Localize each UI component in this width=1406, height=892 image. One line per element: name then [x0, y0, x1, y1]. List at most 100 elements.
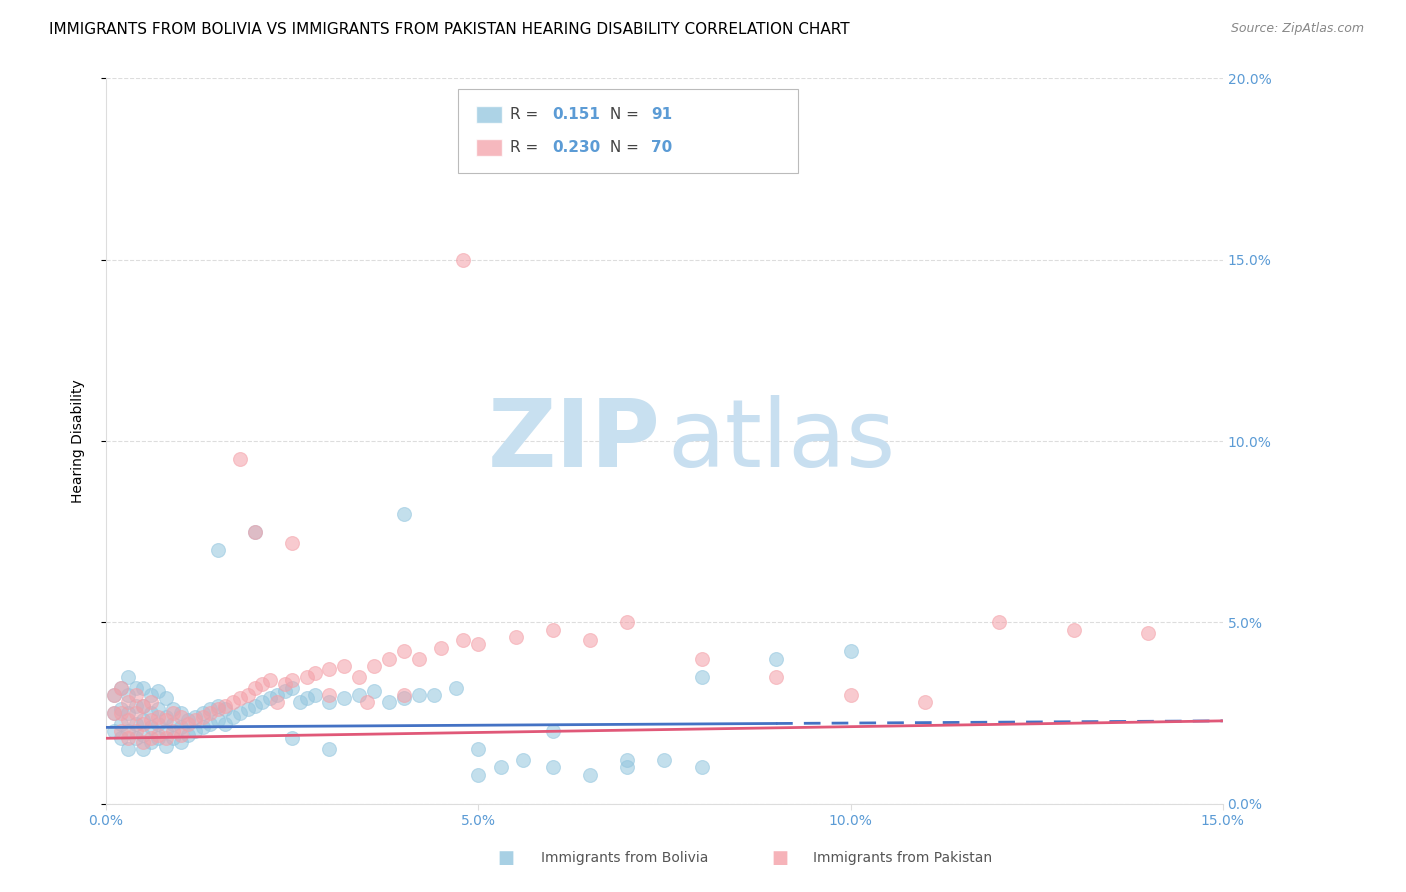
- Text: R =: R =: [510, 140, 544, 155]
- Point: [125, 724, 148, 739]
- Point: [236, 688, 259, 702]
- Point: [155, 731, 177, 746]
- Point: [281, 731, 304, 746]
- Point: [155, 739, 177, 753]
- Point: [318, 695, 340, 709]
- Point: [162, 716, 184, 731]
- Point: [132, 713, 155, 727]
- Point: [579, 767, 602, 781]
- Point: [125, 731, 148, 746]
- Point: [304, 666, 326, 681]
- Point: [266, 688, 288, 702]
- Point: [392, 507, 415, 521]
- Point: [378, 695, 401, 709]
- Point: [259, 691, 281, 706]
- Point: [117, 706, 139, 720]
- Point: [266, 695, 288, 709]
- Point: [453, 633, 475, 648]
- Point: [765, 651, 787, 665]
- Y-axis label: Hearing Disability: Hearing Disability: [72, 379, 86, 503]
- Point: [155, 724, 177, 739]
- Point: [243, 698, 266, 713]
- Point: [125, 698, 148, 713]
- Point: [221, 709, 243, 723]
- Point: [177, 716, 200, 731]
- Point: [139, 735, 162, 749]
- Point: [132, 742, 155, 756]
- Point: [512, 753, 534, 767]
- Text: IMMIGRANTS FROM BOLIVIA VS IMMIGRANTS FROM PAKISTAN HEARING DISABILITY CORRELATI: IMMIGRANTS FROM BOLIVIA VS IMMIGRANTS FR…: [49, 22, 849, 37]
- Text: Immigrants from Pakistan: Immigrants from Pakistan: [813, 851, 991, 865]
- Point: [132, 698, 155, 713]
- Point: [162, 724, 184, 739]
- Point: [103, 724, 125, 739]
- Point: [356, 695, 378, 709]
- Point: [616, 615, 638, 630]
- Point: [333, 691, 356, 706]
- Text: atlas: atlas: [668, 395, 896, 487]
- Point: [200, 716, 222, 731]
- Point: [408, 651, 430, 665]
- Point: [207, 702, 229, 716]
- Point: [541, 724, 564, 739]
- Point: [259, 673, 281, 688]
- Point: [139, 688, 162, 702]
- Point: [162, 706, 184, 720]
- Point: [103, 706, 125, 720]
- Text: ZIP: ZIP: [488, 395, 661, 487]
- Point: [207, 713, 229, 727]
- Point: [162, 702, 184, 716]
- Point: [148, 731, 170, 746]
- Point: [229, 706, 252, 720]
- Text: N =: N =: [605, 140, 644, 155]
- Point: [117, 742, 139, 756]
- Point: [467, 767, 489, 781]
- Point: [467, 742, 489, 756]
- Point: [169, 728, 191, 742]
- Point: [110, 716, 132, 731]
- Point: [214, 702, 236, 716]
- Point: [690, 760, 713, 774]
- Point: [408, 688, 430, 702]
- Point: [200, 706, 222, 720]
- Point: [155, 709, 177, 723]
- Point: [318, 742, 340, 756]
- Point: [616, 760, 638, 774]
- Point: [281, 535, 304, 549]
- Point: [125, 706, 148, 720]
- Point: [148, 684, 170, 698]
- Point: [252, 677, 274, 691]
- Point: [148, 709, 170, 723]
- Point: [103, 688, 125, 702]
- Point: [243, 524, 266, 539]
- Point: [579, 633, 602, 648]
- FancyBboxPatch shape: [475, 139, 502, 156]
- Point: [184, 713, 207, 727]
- Text: N =: N =: [605, 107, 644, 122]
- Point: [236, 702, 259, 716]
- Point: [110, 724, 132, 739]
- Point: [184, 724, 207, 739]
- Point: [117, 670, 139, 684]
- Point: [110, 731, 132, 746]
- Point: [117, 724, 139, 739]
- FancyBboxPatch shape: [458, 89, 799, 173]
- Point: [117, 688, 139, 702]
- Point: [148, 728, 170, 742]
- Point: [430, 640, 453, 655]
- Text: ■: ■: [498, 849, 515, 867]
- Point: [177, 713, 200, 727]
- Point: [162, 731, 184, 746]
- Text: 91: 91: [651, 107, 672, 122]
- Point: [914, 695, 936, 709]
- Point: [207, 542, 229, 557]
- Point: [117, 713, 139, 727]
- Point: [191, 709, 214, 723]
- Point: [347, 688, 370, 702]
- Point: [229, 452, 252, 467]
- Point: [191, 706, 214, 720]
- Point: [489, 760, 512, 774]
- Text: 0.230: 0.230: [553, 140, 600, 155]
- Point: [243, 681, 266, 695]
- Point: [243, 524, 266, 539]
